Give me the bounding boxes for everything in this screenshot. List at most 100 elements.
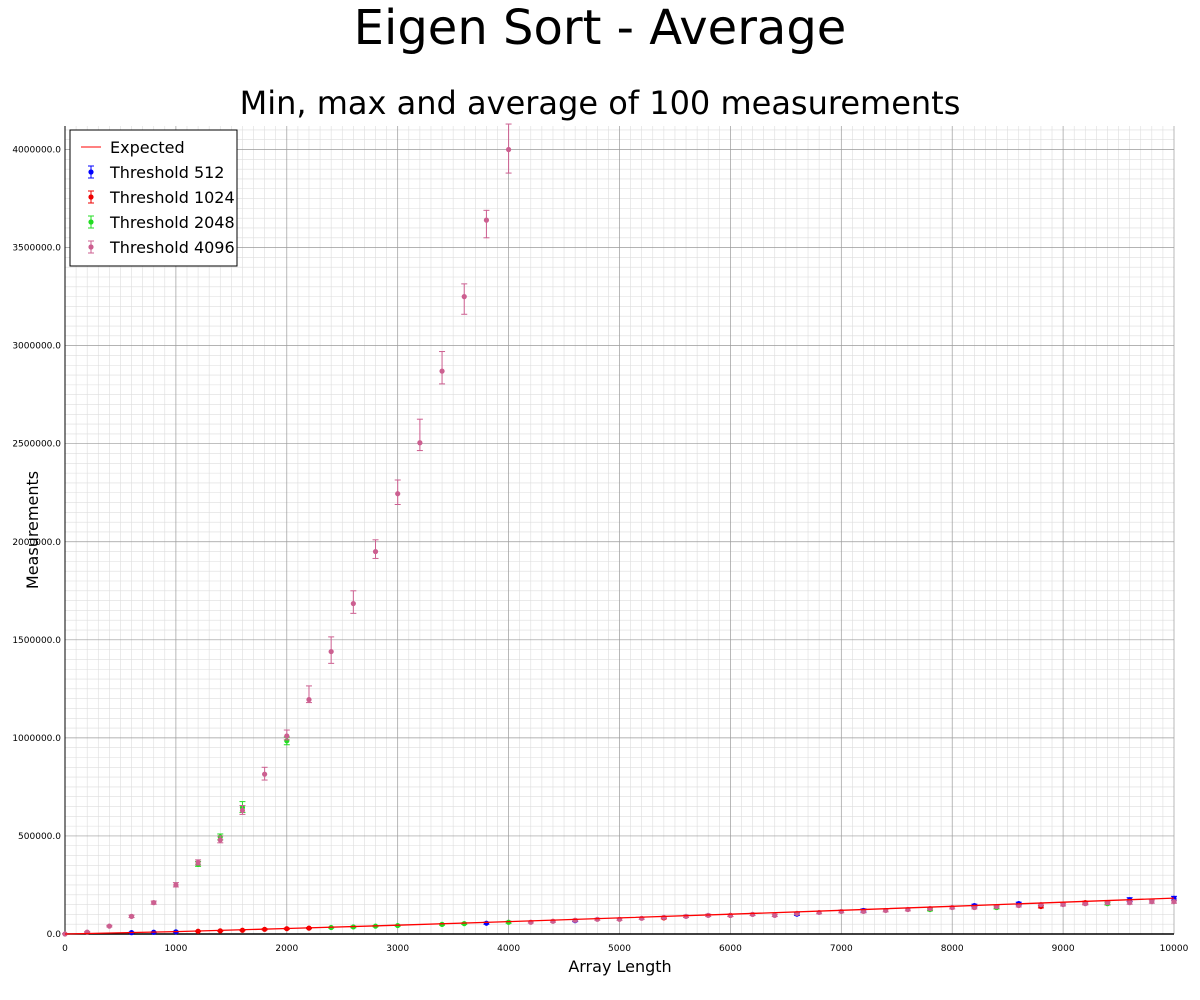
data-point bbox=[217, 835, 224, 844]
point-marker bbox=[350, 600, 356, 607]
y-axis-label: Measurements bbox=[23, 471, 42, 589]
y-tick-label: 0.0 bbox=[47, 930, 62, 940]
x-tick-label: 5000 bbox=[608, 944, 631, 954]
data-point bbox=[1082, 901, 1089, 907]
point-marker bbox=[284, 733, 290, 739]
chart-subtitle: Min, max and average of 100 measurements bbox=[240, 84, 961, 122]
point-marker bbox=[483, 920, 490, 926]
data-point bbox=[328, 636, 335, 664]
legend-item: Threshold 4096 bbox=[88, 238, 235, 257]
y-tick-label: 4000000.0 bbox=[12, 146, 61, 156]
x-tick-label: 2000 bbox=[275, 944, 298, 954]
data-point bbox=[416, 418, 423, 452]
legend-box bbox=[69, 129, 238, 267]
x-tick-label: 4000 bbox=[497, 944, 520, 954]
legend-label: Threshold 2048 bbox=[109, 213, 235, 232]
point-marker bbox=[749, 911, 756, 917]
x-axis-label: Array Length bbox=[568, 957, 671, 976]
point-marker bbox=[417, 440, 423, 446]
point-marker bbox=[239, 807, 246, 814]
legend-item: Threshold 512 bbox=[88, 163, 224, 182]
data-point bbox=[1171, 899, 1177, 905]
y-tick-label: 3500000.0 bbox=[12, 244, 61, 254]
x-tick-label: 8000 bbox=[941, 944, 964, 954]
point-marker bbox=[151, 900, 157, 906]
data-point bbox=[1060, 901, 1067, 908]
x-tick-label: 6000 bbox=[719, 944, 742, 954]
data-point bbox=[749, 911, 756, 917]
point-marker bbox=[306, 697, 312, 703]
data-point bbox=[1126, 900, 1133, 906]
legend-item: Threshold 2048 bbox=[88, 213, 235, 232]
legend-label: Threshold 512 bbox=[109, 163, 224, 182]
point-marker bbox=[262, 771, 268, 777]
point-marker bbox=[1082, 901, 1088, 907]
legend-swatch-marker bbox=[88, 244, 94, 250]
y-tick-label: 2500000.0 bbox=[12, 440, 61, 450]
legend-swatch-marker bbox=[88, 219, 94, 225]
x-tick-label: 10000 bbox=[1160, 944, 1189, 954]
data-point bbox=[195, 859, 202, 866]
data-point bbox=[483, 920, 490, 926]
data-point bbox=[106, 923, 113, 929]
point-marker bbox=[128, 913, 135, 919]
point-marker bbox=[572, 917, 578, 923]
legend-label: Threshold 1024 bbox=[109, 188, 235, 207]
y-tick-label: 2000000.0 bbox=[12, 538, 61, 548]
point-marker bbox=[395, 491, 401, 497]
y-tick-label: 3000000.0 bbox=[12, 342, 61, 352]
expected-line bbox=[64, 897, 1175, 935]
point-marker bbox=[1104, 900, 1111, 906]
data-point bbox=[483, 209, 490, 239]
tick-labels: 0 1000 2000 3000 4000 5000 6000 7000 8000 9000 100… bbox=[12, 146, 1188, 954]
data-point bbox=[283, 729, 290, 741]
data-point bbox=[172, 882, 179, 888]
grid bbox=[64, 126, 1175, 935]
y-tick-label: 500000.0 bbox=[18, 832, 61, 842]
point-marker bbox=[483, 217, 490, 223]
data-point bbox=[439, 351, 446, 385]
point-marker bbox=[372, 548, 379, 555]
x-tick-label: 1000 bbox=[164, 944, 187, 954]
y-tick-label: 1500000.0 bbox=[12, 636, 61, 646]
x-tick-label: 9000 bbox=[1052, 944, 1075, 954]
data-point bbox=[261, 766, 268, 781]
x-tick-label: 0 bbox=[62, 944, 68, 954]
legend-label: Expected bbox=[110, 138, 185, 157]
x-tick-label: 3000 bbox=[386, 944, 409, 954]
data-point bbox=[305, 685, 312, 704]
point-marker bbox=[1060, 901, 1066, 908]
legend-label: Threshold 4096 bbox=[109, 238, 235, 257]
data-point bbox=[1148, 899, 1155, 905]
series-marks bbox=[62, 123, 1177, 937]
data-point bbox=[372, 539, 379, 559]
point-marker bbox=[106, 923, 112, 929]
chart-title: Eigen Sort - Average bbox=[354, 0, 847, 56]
point-marker bbox=[1149, 899, 1155, 905]
point-marker bbox=[661, 914, 667, 920]
point-marker bbox=[195, 859, 201, 866]
point-marker bbox=[1171, 899, 1177, 905]
legend-swatch-marker bbox=[88, 194, 94, 200]
data-point bbox=[350, 590, 357, 614]
x-tick-label: 7000 bbox=[830, 944, 853, 954]
data-point bbox=[394, 479, 401, 506]
point-marker bbox=[1127, 900, 1133, 906]
legend-swatch-marker bbox=[88, 169, 94, 175]
point-marker bbox=[772, 912, 778, 918]
axes bbox=[64, 126, 1174, 935]
data-point bbox=[128, 913, 135, 919]
data-point bbox=[150, 900, 157, 906]
legend: Expected Threshold 512 Threshold 1024 Thres… bbox=[69, 129, 238, 267]
point-marker bbox=[971, 904, 977, 911]
point-marker bbox=[439, 368, 445, 374]
legend-item: Expected bbox=[81, 138, 185, 157]
point-marker bbox=[506, 146, 512, 153]
point-marker bbox=[461, 294, 467, 300]
y-tick-label: 1000000.0 bbox=[12, 734, 61, 744]
data-point bbox=[461, 283, 468, 315]
point-marker bbox=[217, 837, 223, 843]
data-point bbox=[239, 805, 246, 815]
data-point bbox=[505, 123, 512, 174]
